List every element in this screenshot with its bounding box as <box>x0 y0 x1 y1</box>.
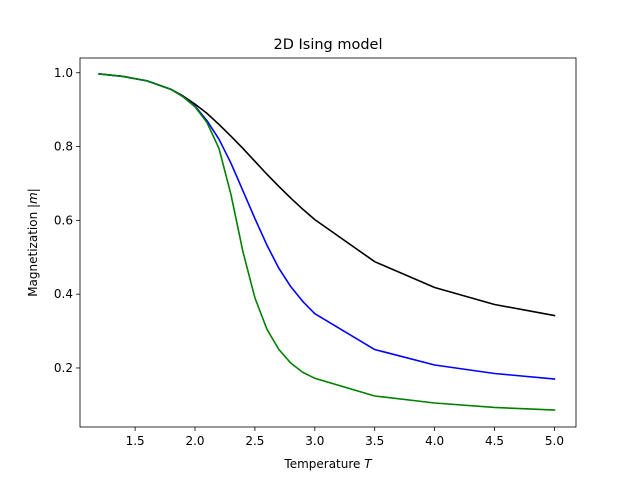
series-layer <box>98 72 556 411</box>
chart-title: 2D Ising model <box>273 37 382 53</box>
series-line-1 <box>98 72 556 317</box>
x-tick-label: 1.5 <box>126 434 145 448</box>
y-axis-ticks: 0.2 0.4 0.6 0.8 1.0 <box>54 66 80 375</box>
y-tick-label: 0.4 <box>54 287 73 301</box>
x-tick-label: 3.5 <box>365 434 384 448</box>
x-tick-label: 2.5 <box>245 434 264 448</box>
y-axis-label-suffix: | <box>26 188 40 192</box>
x-tick-label: 2.0 <box>185 434 204 448</box>
y-tick-label: 0.8 <box>54 140 73 154</box>
x-axis-label-text: Temperature <box>283 457 364 471</box>
x-axis-label: Temperature T <box>283 457 373 471</box>
y-axis-label-text: Magnetization | <box>26 204 40 297</box>
series-line-2 <box>98 72 556 380</box>
y-tick-label: 0.2 <box>54 361 73 375</box>
y-tick-label: 1.0 <box>54 66 73 80</box>
y-tick-label: 0.6 <box>54 213 73 227</box>
y-axis-label: Magnetization |m| <box>26 188 40 297</box>
series-line-3 <box>98 72 556 411</box>
axes-frame <box>79 57 577 428</box>
x-axis-ticks: 1.5 2.0 2.5 3.0 3.5 4.0 4.5 5.0 <box>126 427 564 448</box>
x-axis-label-symbol: T <box>364 457 373 471</box>
x-tick-label: 5.0 <box>545 434 564 448</box>
x-tick-label: 3.0 <box>305 434 324 448</box>
x-tick-label: 4.0 <box>425 434 444 448</box>
x-tick-label: 4.5 <box>485 434 504 448</box>
y-axis-label-symbol: m <box>26 192 40 204</box>
